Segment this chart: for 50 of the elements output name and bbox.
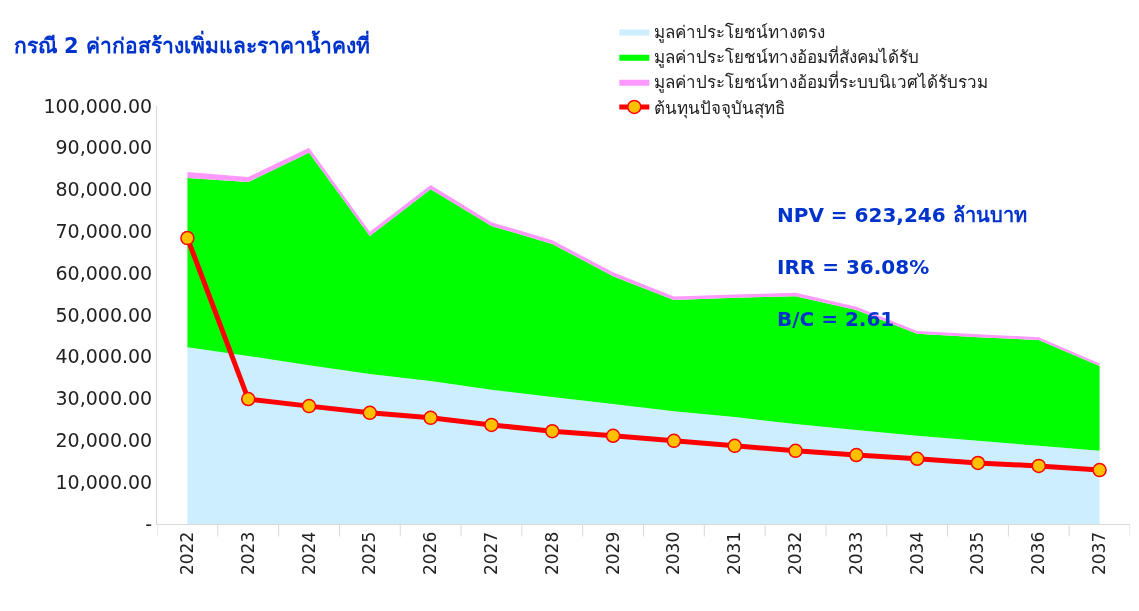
y-tick-label: 10,000.00 (55, 470, 153, 493)
x-tick-label: 2024 (298, 531, 319, 576)
x-tick-label: 2026 (420, 531, 441, 576)
point (1092, 462, 1107, 478)
point (1031, 458, 1047, 474)
x-tick-label: 2035 (967, 531, 988, 576)
point (484, 417, 499, 433)
point (788, 443, 803, 459)
point (666, 433, 682, 449)
legend-label: มูลค่าประโยชน์ทางตรง (654, 22, 826, 44)
point (240, 391, 256, 407)
point (180, 230, 195, 246)
x-tick-label: 2027 (480, 531, 501, 576)
annotation: IRR = 36.08% (777, 255, 930, 279)
point (849, 447, 864, 463)
point (301, 398, 317, 414)
x-tick-label: 2036 (1028, 531, 1049, 576)
point (545, 423, 560, 439)
y-tick-label: 50,000.00 (55, 303, 153, 326)
x-tick-label: 2029 (602, 531, 623, 576)
point (727, 438, 742, 454)
y-tick-label: 70,000.00 (55, 220, 153, 243)
legend-label: มูลค่าประโยชน์ทางอ้อมที่ระบบนิเวศได้รับรวม (654, 70, 989, 94)
x-tick-label: 2030 (663, 531, 684, 576)
x-tick-label: 2028 (541, 531, 562, 576)
y-tick-label: 80,000.00 (55, 178, 153, 201)
annotation: NPV = 623,246 ล้านบาท (777, 203, 1027, 227)
x-tick-label: 2031 (724, 531, 745, 576)
y-tick-label: 60,000.00 (55, 261, 153, 284)
point (423, 410, 438, 426)
y-tick-label: 40,000.00 (55, 345, 153, 368)
x-tick-label: 2032 (785, 531, 806, 576)
y-tick-label: 100,000.00 (43, 94, 153, 117)
chart-title: กรณี 2 ค่าก่อสร้างเพิ่มและราคาน้ำคงที่ (13, 30, 370, 59)
y-tick-label: 30,000.00 (55, 387, 153, 410)
point (362, 405, 378, 421)
x-tick-label: 2033 (845, 531, 866, 576)
point (970, 455, 986, 471)
x-tick-label: 2023 (237, 531, 258, 576)
x-tick-label: 2022 (176, 531, 197, 576)
point (605, 428, 621, 444)
point (909, 451, 925, 467)
y-tick-label: 20,000.00 (55, 429, 153, 452)
x-tick-label: 2025 (359, 531, 380, 576)
y-tick-label: 90,000.00 (55, 136, 153, 159)
legend-label: ต้นทุนปัจจุบันสุทธิ (654, 97, 786, 119)
x-tick-label: 2034 (906, 531, 927, 576)
y-tick-label: - (145, 512, 153, 535)
legend-label: มูลค่าประโยชน์ทางอ้อมที่สังคมได้รับ (654, 45, 920, 69)
x-tick-label: 2037 (1089, 531, 1110, 576)
